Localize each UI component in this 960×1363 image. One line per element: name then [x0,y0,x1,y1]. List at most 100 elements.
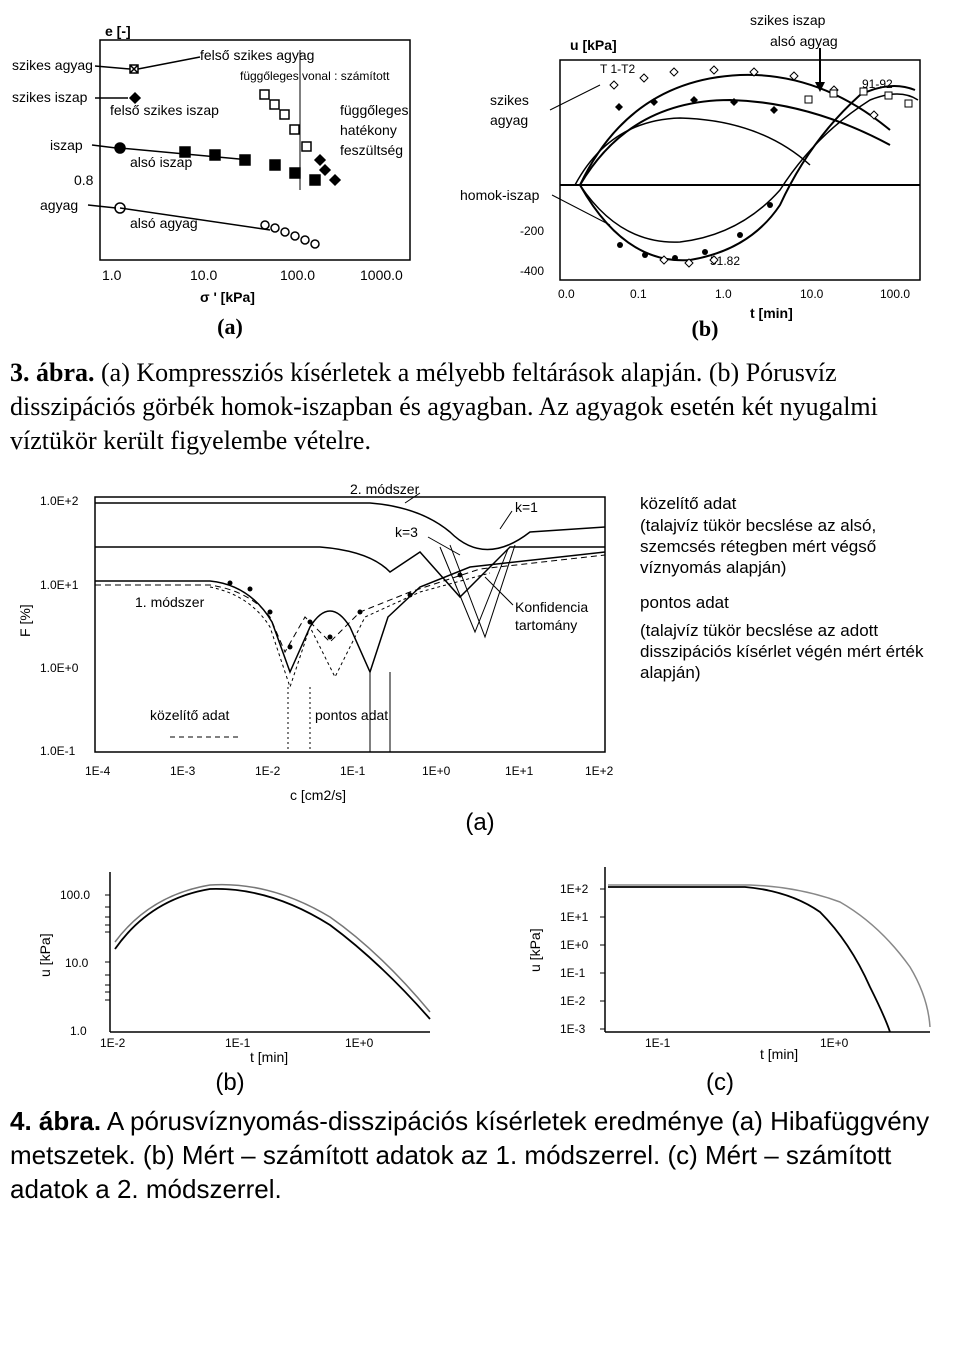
fig3a-n1: függőleges vonal : számított [240,69,390,83]
fig3b-t2: alsó agyag [770,33,838,49]
fig3b-l3: homok-iszap [460,187,540,203]
fig3b-xt1: 0.1 [630,287,647,301]
fig4a-konf1: Konfidencia [515,599,588,615]
fig3a-xt3: 1000.0 [360,267,403,283]
fig4-panel-b: u [kPa] t [min] 1.0 10.0 100.0 1E-2 1E-1… [10,857,450,1097]
fig4a-ylabel: F [%] [17,605,33,638]
fig4-bc-row: u [kPa] t [min] 1.0 10.0 100.0 1E-2 1E-1… [10,857,950,1097]
fig3a-l1: szikes agyag [12,57,93,73]
fig4a-xt1: 1E-3 [170,764,196,778]
fig4a-m1: 1. módszer [135,594,205,610]
fig4c-chart: u [kPa] t [min] 1E-3 1E-2 1E-1 1E+0 1E+1… [490,857,950,1067]
fig4a-side-l2: (talajvíz tükör becslése az alsó, szemcs… [640,515,940,579]
fig3a-xt0: 1.0 [102,267,122,283]
fig3b-s3: T 1-T2 [600,62,635,76]
fig4c-yt3: 1E+0 [560,938,589,952]
fig4b-chart: u [kPa] t [min] 1.0 10.0 100.0 1E-2 1E-1… [10,857,450,1067]
fig3b-chart: u [kPa] t [min] szikes iszap alsó agyag … [460,10,950,330]
fig4b-yt2: 100.0 [60,888,90,902]
fig4a-sidetext: közelítő adat (talajvíz tükör becslése a… [640,477,940,683]
fig3-num: 3. ábra. [10,358,95,387]
fig4a-row: F [%] c [cm2/s] 1.0E-1 1.0E+0 1.0E+1 1.0… [10,477,950,807]
fig4a-xt6: 1E+2 [585,764,614,778]
fig3a-ylabel: e [-] [105,23,131,39]
fig4a-k1: k=1 [515,499,538,515]
fig4c-yt0: 1E-3 [560,1022,586,1036]
fig3b-ylabel: u [kPa] [570,37,617,53]
fig4a-koz: közelítő adat [150,707,229,723]
fig4-caption: 4. ábra. A pórusvíznyomás-disszipációs k… [10,1105,950,1206]
fig3b-xt4: 100.0 [880,287,910,301]
fig3a-n4: feszültség [340,142,403,158]
fig4a-konf2: tartomány [515,617,577,633]
fig4-num: 4. ábra. [10,1106,101,1136]
fig4c-xlabel: t [min] [760,1046,798,1062]
fig4a-xt4: 1E+0 [422,764,451,778]
fig4c-sublabel: (c) [490,1069,950,1097]
fig4a-xt2: 1E-2 [255,764,281,778]
fig3a-sublabel: (a) [10,314,450,340]
fig4c-xt0: 1E-1 [645,1036,671,1050]
fig4a-pon: pontos adat [315,707,388,723]
fig4a-xt5: 1E+1 [505,764,534,778]
fig4b-yt1: 10.0 [65,956,89,970]
fig3b-sublabel: (b) [460,316,950,342]
fig3a-chart: e [-] σ ' [kPa] 1.0 10.0 100.0 1000.0 0.… [10,10,450,310]
fig4-panel-c: u [kPa] t [min] 1E-3 1E-2 1E-1 1E+0 1E+1… [490,857,950,1097]
fig4b-ylabel: u [kPa] [37,934,53,978]
fig4c-yt1: 1E-2 [560,994,586,1008]
fig4a-side-l3: pontos adat [640,592,940,613]
fig3a-n2: függőleges [340,102,409,118]
fig3b-xt3: 10.0 [800,287,824,301]
fig4a-yt2: 1.0E+1 [40,578,79,592]
fig4-panel-a: F [%] c [cm2/s] 1.0E-1 1.0E+0 1.0E+1 1.0… [10,477,640,807]
fig3a-yt0: 0.8 [74,172,94,188]
fig4c-ylabel: u [kPa] [527,929,543,973]
fig4a-k3: k=3 [395,524,418,540]
fig3b-t1: szikes iszap [750,12,826,28]
fig3a-n3: hatékony [340,122,397,138]
fig4a-side-l4: (talajvíz tükör becslése az adott disszi… [640,620,940,684]
fig4c-yt2: 1E-1 [560,966,586,980]
fig3a-xlabel: σ ' [kPa] [200,289,255,305]
fig4a-sublabel: (a) [10,809,950,837]
fig4c-yt5: 1E+2 [560,882,589,896]
fig3a-r1: felső szikes agyag [200,47,314,63]
fig4a-xt0: 1E-4 [85,764,111,778]
fig4a-m2: 2. módszer [350,481,420,497]
fig4-text: A pórusvíznyomás-disszipációs kísérletek… [10,1106,929,1204]
fig4b-xt2: 1E+0 [345,1036,374,1050]
fig3a-r2: felső szikes iszap [110,102,219,118]
fig4a-xt3: 1E-1 [340,764,366,778]
fig3-panel-a: e [-] σ ' [kPa] 1.0 10.0 100.0 1000.0 0.… [10,10,450,342]
fig3b-yt1: -200 [520,224,544,238]
fig3b-xt2: 1.0 [715,287,732,301]
fig4a-yt1: 1.0E+0 [40,661,79,675]
fig3a-xt2: 100.0 [280,267,315,283]
fig3a-l2: szikes iszap [12,89,88,105]
fig3b-l2: agyag [490,112,528,128]
fig4a-yt3: 1.0E+2 [40,494,79,508]
fig3a-xt1: 10.0 [190,267,217,283]
fig3b-xlabel: t [min] [750,305,793,321]
fig3-text: (a) Kompressziós kísérletek a mélyebb fe… [10,358,878,455]
fig4a-chart: F [%] c [cm2/s] 1.0E-1 1.0E+0 1.0E+1 1.0… [10,477,640,807]
fig3b-xt0: 0.0 [558,287,575,301]
fig4a-side-l1: közelítő adat [640,493,940,514]
fig4b-xt1: 1E-1 [225,1036,251,1050]
fig4b-sublabel: (b) [10,1069,450,1097]
fig3b-l1: szikes [490,92,529,108]
fig4a-yt0: 1.0E-1 [40,744,76,758]
fig4b-yt0: 1.0 [70,1024,87,1038]
fig3-caption: 3. ábra. (a) Kompressziós kísérletek a m… [10,356,950,457]
figure3-row: e [-] σ ' [kPa] 1.0 10.0 100.0 1000.0 0.… [10,10,950,342]
fig3a-l3: iszap [50,137,83,153]
fig3b-yt0: -400 [520,264,544,278]
fig4b-xlabel: t [min] [250,1049,288,1065]
fig3a-l4: agyag [40,197,78,213]
fig4b-xt0: 1E-2 [100,1036,126,1050]
fig3-panel-b: u [kPa] t [min] szikes iszap alsó agyag … [460,10,950,342]
fig4c-yt4: 1E+1 [560,910,589,924]
fig4a-xlabel: c [cm2/s] [290,787,346,803]
fig4c-xt1: 1E+0 [820,1036,849,1050]
